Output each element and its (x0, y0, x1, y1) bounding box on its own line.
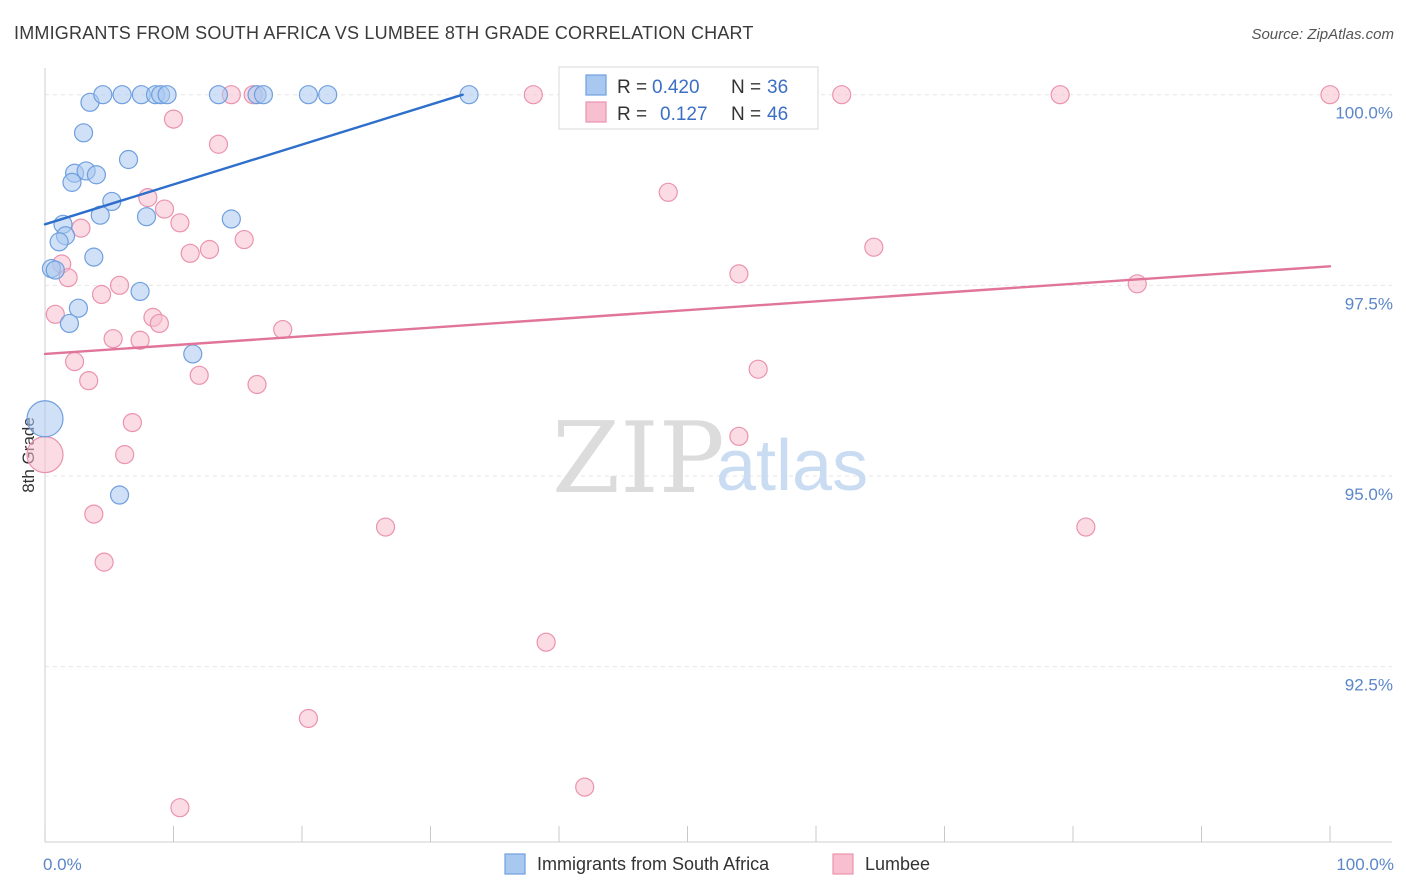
lumbee-point-33 (247, 374, 267, 395)
south-africa-point-21 (136, 207, 157, 227)
lumbee-point-28 (130, 330, 150, 350)
south-africa-point-11 (318, 85, 338, 105)
lumbee-point-44 (575, 777, 595, 797)
south-africa-point-26 (84, 247, 104, 267)
lumbee-trend-line (43, 265, 1332, 356)
x-tick-label-0: 0.0% (43, 855, 82, 874)
lumbee-point-38 (84, 504, 104, 524)
legend-n-value-2: 46 (767, 104, 788, 125)
lumbee-point-35 (729, 426, 749, 446)
south-africa-point-33 (26, 400, 64, 438)
south-africa-point-18 (62, 172, 82, 192)
south-africa-point-6 (157, 85, 177, 105)
bottom-legend-swatch-south-africa (504, 853, 526, 875)
south-africa-point-31 (59, 313, 80, 334)
lumbee-point-25 (149, 313, 169, 334)
legend-n-value-1: 36 (767, 77, 788, 98)
lumbee-point-15 (199, 239, 220, 260)
lumbee-point-37 (26, 436, 64, 474)
legend-r-value-2: 0.127 (660, 104, 708, 125)
lumbee-point-43 (298, 708, 319, 729)
south-africa-point-32 (183, 344, 203, 364)
y-tick-label-1: 97.5% (1345, 294, 1393, 313)
lumbee-point-11 (170, 213, 190, 233)
legend-n-label-2: N = (731, 104, 761, 125)
watermark-zip: ZIP (552, 402, 725, 516)
lumbee-point-13 (234, 229, 254, 250)
south-africa-points (26, 85, 781, 505)
correlation-legend: R = 0.420 N = 36 R = 0.127 N = 46 (558, 66, 819, 130)
south-africa-point-1 (93, 85, 113, 105)
lumbee-point-31 (189, 365, 209, 385)
south-africa-trend-line (43, 93, 464, 226)
series-legend: Immigrants from South Africa Lumbee (504, 853, 930, 875)
bottom-legend-label-south-africa: Immigrants from South Africa (537, 854, 770, 874)
legend-n-label-1: N = (731, 77, 761, 98)
south-africa-point-25 (49, 232, 69, 252)
trend-lines (43, 93, 1332, 356)
lumbee-point-45 (170, 798, 190, 818)
lumbee-point-32 (79, 371, 99, 391)
south-africa-point-17 (86, 165, 107, 185)
chart-source: Source: ZipAtlas.com (1251, 26, 1394, 43)
legend-r-value-1: 0.420 (652, 77, 700, 98)
lumbee-point-12 (71, 218, 91, 238)
lumbee-point-2 (523, 85, 543, 105)
lumbee-point-22 (91, 284, 112, 305)
south-africa-point-34 (109, 485, 130, 505)
south-africa-point-10 (298, 85, 319, 105)
y-tick-label-3: 92.5% (1345, 676, 1393, 695)
lumbee-point-29 (64, 351, 85, 372)
chart-title: IMMIGRANTS FROM SOUTH AFRICA VS LUMBEE 8… (14, 23, 754, 43)
south-africa-point-2 (112, 85, 132, 105)
south-africa-point-7 (208, 85, 229, 105)
lumbee-point-14 (864, 237, 884, 257)
x-tick-labels: 0.0% 100.0% (43, 855, 1394, 874)
lumbee-point-21 (109, 275, 130, 295)
lumbee-point-3 (832, 85, 852, 105)
legend-swatch-south-africa (585, 74, 607, 96)
y-tick-labels: 100.0% 97.5% 95.0% 92.5% (1335, 104, 1393, 695)
lumbee-point-30 (748, 359, 768, 379)
lumbee-point-26 (273, 319, 293, 340)
legend-r-label-2: R = (617, 104, 647, 125)
lumbee-point-20 (1127, 274, 1147, 294)
lumbee-point-6 (163, 109, 184, 129)
grid (45, 94, 1392, 668)
legend-r-label-1: R = (617, 77, 647, 98)
lumbee-point-16 (180, 243, 200, 263)
lumbee-point-34 (122, 412, 142, 433)
south-africa-point-28 (45, 260, 65, 280)
south-africa-point-29 (130, 281, 150, 302)
lumbee-point-41 (94, 552, 114, 572)
lumbee-point-39 (375, 517, 396, 537)
bottom-legend-swatch-lumbee (832, 853, 854, 875)
lumbee-point-42 (536, 632, 556, 652)
legend-swatch-lumbee (585, 101, 607, 123)
lumbee-point-27 (103, 329, 123, 349)
lumbee-point-8 (658, 182, 678, 202)
lumbee-point-7 (208, 134, 229, 154)
south-africa-point-22 (221, 209, 241, 229)
lumbee-point-10 (154, 199, 175, 219)
lumbee-point-18 (729, 264, 749, 284)
y-tick-label-2: 95.0% (1345, 485, 1393, 504)
south-africa-point-9 (253, 85, 274, 105)
y-tick-label-0: 100.0% (1335, 104, 1393, 123)
lumbee-point-40 (1076, 517, 1096, 537)
bottom-legend-label-lumbee: Lumbee (865, 854, 930, 874)
lumbee-point-36 (115, 445, 135, 465)
lumbee-point-4 (1050, 85, 1070, 105)
x-tick-label-1: 100.0% (1336, 855, 1394, 874)
south-africa-point-14 (118, 149, 139, 170)
south-africa-point-13 (73, 123, 94, 143)
south-africa-point-30 (68, 298, 89, 318)
lumbee-point-5 (1320, 85, 1340, 105)
lumbee-point-23 (45, 304, 65, 324)
